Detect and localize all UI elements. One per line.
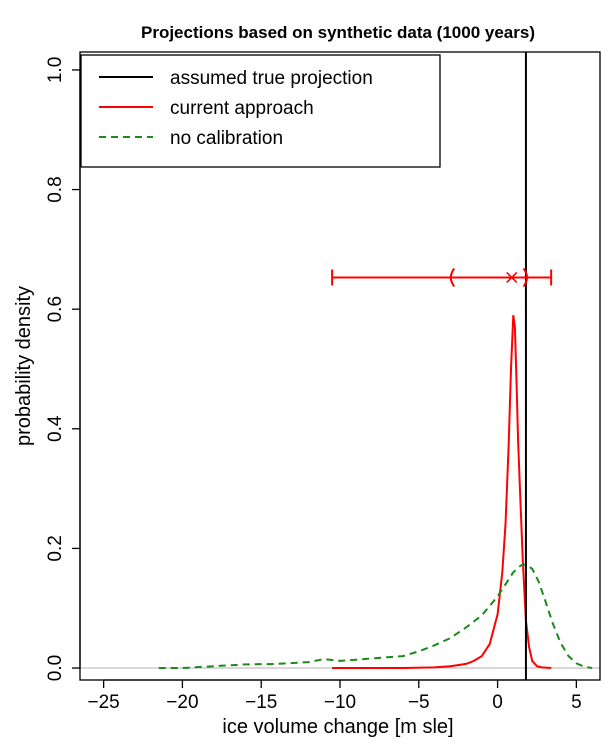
chart-title: Projections based on synthetic data (100… bbox=[141, 23, 535, 42]
y-tick-label: 0.2 bbox=[45, 535, 66, 561]
y-axis-label: probability density bbox=[13, 286, 35, 446]
y-tick-label: 0.6 bbox=[45, 296, 66, 322]
legend-entry: assumed true projection bbox=[170, 68, 373, 89]
legend: assumed true projection current approach n… bbox=[80, 54, 441, 168]
legend-entry: no calibration bbox=[170, 128, 283, 149]
y-axis: 0.0 0.2 0.4 0.6 0.8 1.0 bbox=[45, 57, 81, 681]
plot-area bbox=[80, 52, 600, 680]
x-tick-label: −20 bbox=[166, 692, 198, 713]
x-tick-label: 5 bbox=[571, 692, 582, 713]
x-tick-label: 0 bbox=[492, 692, 503, 713]
y-tick-label: 1.0 bbox=[45, 57, 66, 83]
interval-marker bbox=[331, 267, 553, 288]
y-tick-label: 0.0 bbox=[45, 655, 66, 681]
interval-inner-left bbox=[449, 267, 456, 288]
y-tick-label: 0.4 bbox=[45, 415, 66, 442]
series-line-1 bbox=[158, 563, 593, 669]
x-tick-label: −15 bbox=[245, 692, 277, 713]
interval-inner-right bbox=[522, 267, 529, 288]
x-tick-label: −25 bbox=[88, 692, 120, 713]
interval-center-mark bbox=[506, 271, 518, 284]
legend-box bbox=[80, 54, 441, 168]
x-axis-label: ice volume change [m sle] bbox=[222, 716, 453, 738]
y-tick-label: 0.8 bbox=[45, 176, 66, 202]
series-line-0 bbox=[332, 315, 552, 669]
x-axis: −25 −20 −15 −10 −5 0 5 bbox=[88, 679, 582, 713]
legend-entry: current approach bbox=[170, 98, 314, 119]
x-tick-label: −5 bbox=[408, 692, 430, 713]
x-tick-label: −10 bbox=[324, 692, 356, 713]
axes: −25 −20 −15 −10 −5 0 5 0.0 0.2 0.4 0.6 0.8 1.0 bbox=[45, 51, 601, 713]
